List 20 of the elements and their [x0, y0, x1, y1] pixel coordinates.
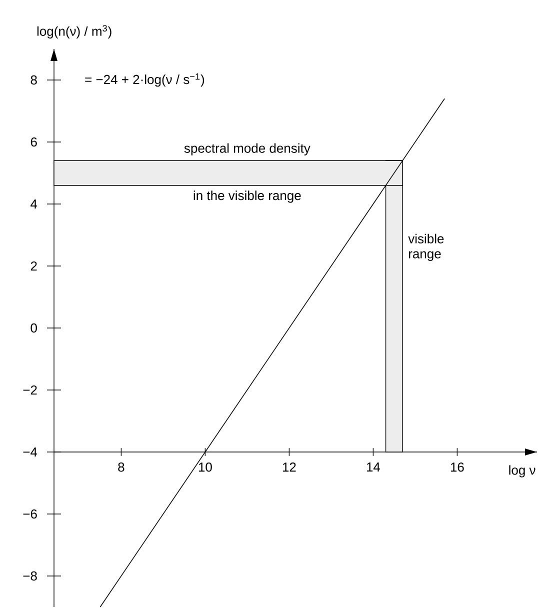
x-tick-label: 16 [450, 462, 464, 472]
x-axis-title: log ν [509, 465, 536, 478]
y-tick-label: 6 [30, 137, 37, 147]
annotation: = −24 + 2·log(ν / s$^{−1}$) [85, 73, 204, 87]
y-tick-label: −6 [23, 509, 37, 519]
y-tick-label: 4 [30, 200, 38, 208]
y-tick-label: 0 [30, 323, 37, 333]
x-tick-label: 8 [118, 462, 124, 472]
y-tick-label: −8 [23, 571, 37, 581]
annotation: in the visible range [194, 190, 301, 203]
y-axis-title: log(n(ν) / m$^{3}$) [37, 25, 112, 38]
x-tick-label: 14 [366, 462, 380, 472]
y-tick-label: 2 [30, 261, 37, 271]
band-label: visible range [408, 234, 444, 261]
x-tick-label: 12 [282, 462, 296, 472]
x-tick-label: 10 [198, 462, 212, 472]
annotation: spectral mode density [184, 143, 310, 156]
y-tick-label: 8 [30, 75, 37, 85]
y-tick-label: −2 [23, 385, 37, 395]
y-tick-label: −4 [23, 448, 38, 456]
